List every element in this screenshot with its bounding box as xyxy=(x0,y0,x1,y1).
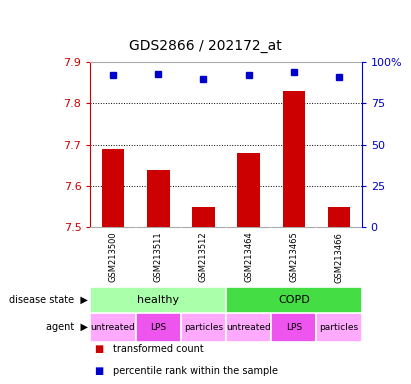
Text: agent  ▶: agent ▶ xyxy=(46,322,88,333)
Text: COPD: COPD xyxy=(278,295,310,305)
Text: untreated: untreated xyxy=(226,323,271,332)
Text: healthy: healthy xyxy=(137,295,179,305)
Text: particles: particles xyxy=(319,323,359,332)
Text: GSM213466: GSM213466 xyxy=(335,232,344,283)
Bar xyxy=(238,153,260,227)
Bar xyxy=(102,149,125,227)
Text: disease state  ▶: disease state ▶ xyxy=(9,295,88,305)
Bar xyxy=(316,313,362,342)
Bar xyxy=(328,207,350,227)
Bar xyxy=(271,313,316,342)
Text: GSM213464: GSM213464 xyxy=(244,232,253,283)
Bar xyxy=(181,313,226,342)
Bar xyxy=(283,91,305,227)
Text: untreated: untreated xyxy=(91,323,135,332)
Bar xyxy=(136,313,181,342)
Bar xyxy=(192,207,215,227)
Text: LPS: LPS xyxy=(150,323,166,332)
Bar xyxy=(226,287,362,313)
Bar xyxy=(90,287,226,313)
Text: LPS: LPS xyxy=(286,323,302,332)
Bar xyxy=(147,169,169,227)
Text: GDS2866 / 202172_at: GDS2866 / 202172_at xyxy=(129,39,282,53)
Text: ■: ■ xyxy=(95,344,104,354)
Text: ■: ■ xyxy=(95,366,104,376)
Bar xyxy=(90,313,136,342)
Text: GSM213465: GSM213465 xyxy=(289,232,298,283)
Text: percentile rank within the sample: percentile rank within the sample xyxy=(113,366,278,376)
Text: GSM213512: GSM213512 xyxy=(199,232,208,282)
Text: particles: particles xyxy=(184,323,223,332)
Text: transformed count: transformed count xyxy=(113,344,204,354)
Text: GSM213511: GSM213511 xyxy=(154,232,163,282)
Bar xyxy=(226,313,271,342)
Text: GSM213500: GSM213500 xyxy=(109,232,118,282)
